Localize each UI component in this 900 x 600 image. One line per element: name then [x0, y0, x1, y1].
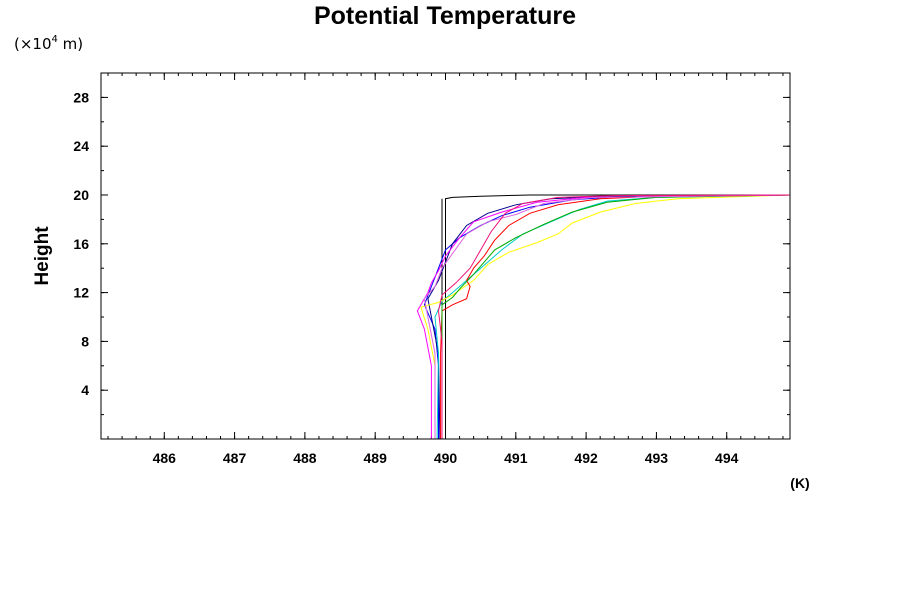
series-line: [423, 194, 791, 439]
y-tick-label: 12: [73, 285, 89, 301]
y-unit-suffix: m): [58, 35, 83, 53]
y-tick-label: 24: [73, 138, 89, 154]
y-axis-label: Height: [32, 226, 53, 286]
series-line: [440, 194, 791, 439]
series-line: [434, 194, 791, 440]
chart-title: Potential Temperature: [314, 2, 576, 30]
y-tick-label: 4: [81, 382, 89, 398]
x-tick-label: 490: [434, 450, 458, 466]
x-tick-label: 486: [153, 450, 177, 466]
y-tick-label: 28: [73, 89, 89, 105]
tick-labels: 486 487 488 489 490 491 492 493 494 4 8 12 16 20 24 28: [73, 89, 738, 466]
series-line: [416, 194, 791, 439]
plot-frame: [100, 72, 791, 440]
x-axis-label: (K): [790, 475, 809, 491]
y-unit-prefix: (×10: [14, 35, 52, 53]
series-line: [423, 194, 791, 439]
series-line: [427, 194, 791, 440]
series-line: [441, 194, 791, 439]
x-tick-label: 493: [645, 450, 669, 466]
x-tick-label: 491: [504, 450, 528, 466]
series-line: [437, 194, 791, 439]
series-line: [445, 194, 790, 439]
x-tick-label: 489: [364, 450, 388, 466]
y-unit-label: (×104 m): [14, 34, 83, 53]
x-tick-label: 492: [574, 450, 598, 466]
x-tick-label: 488: [293, 450, 317, 466]
y-tick-label: 20: [73, 187, 89, 203]
y-unit-exponent: 4: [52, 34, 58, 45]
series-line: [420, 194, 791, 439]
y-tick-label: 8: [81, 333, 89, 349]
x-tick-label: 494: [715, 450, 739, 466]
x-tick-label: 487: [223, 450, 247, 466]
y-tick-label: 16: [73, 236, 89, 252]
series-group: [416, 194, 791, 440]
